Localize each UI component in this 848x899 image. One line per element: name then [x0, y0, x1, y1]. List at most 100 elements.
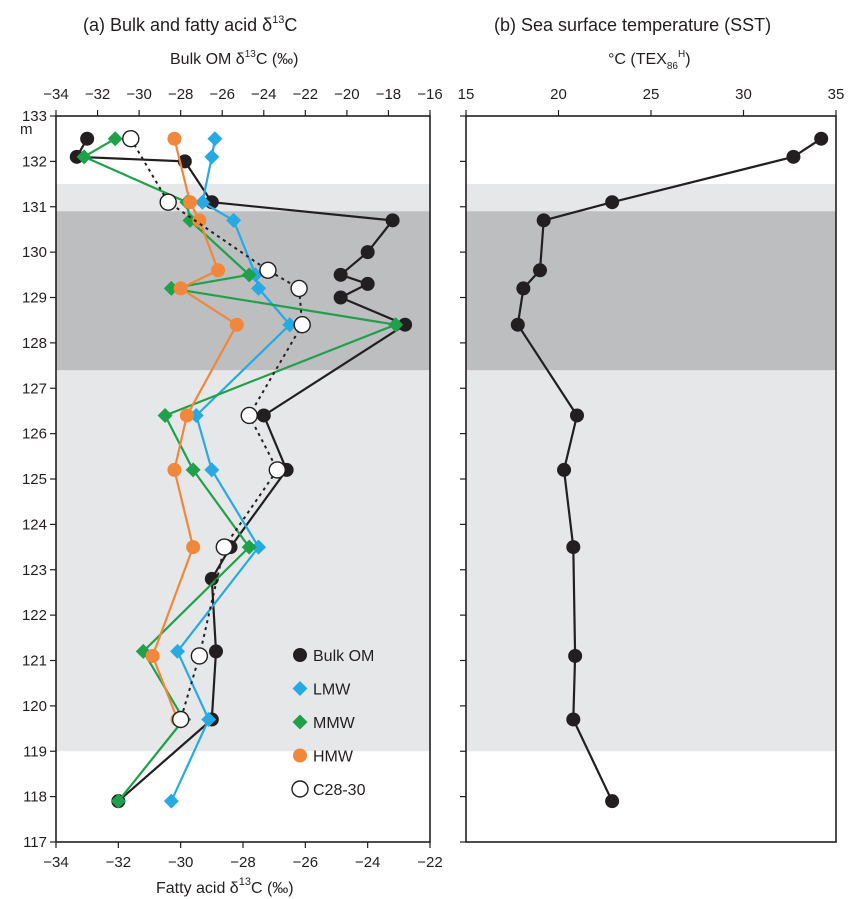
y-tick-label: 126: [22, 426, 47, 443]
point-c28-30: [240, 406, 258, 425]
point-sst: [510, 317, 525, 332]
legend-label: LMW: [313, 682, 351, 699]
legend-label: Bulk OM: [313, 648, 374, 665]
point-bulk-om: [360, 245, 375, 260]
point-mmw: [241, 539, 257, 555]
bottom-tick-label: −30: [168, 854, 193, 871]
legend-label: C28-30: [313, 782, 366, 799]
point-bulk-om: [360, 276, 375, 291]
bottom-tick-label: −34: [43, 854, 68, 871]
point-bulk-om: [208, 644, 223, 659]
point-bulk-om: [333, 267, 348, 282]
dark-shading-band: [56, 211, 430, 371]
point-lmw: [170, 643, 186, 659]
point-hmw: [179, 408, 194, 423]
legend-marker-hmw: [293, 748, 307, 763]
point-bulk-om: [256, 408, 271, 423]
bottom-tick-label: −32: [106, 854, 131, 871]
point-sst: [568, 648, 583, 663]
point-hmw: [173, 281, 188, 296]
y-tick-label: 119: [23, 743, 47, 760]
point-c28-30: [268, 461, 286, 479]
y-tick-label: 131: [22, 199, 47, 216]
y-tick-label: 132: [22, 153, 47, 170]
series-line-c28-30: [129, 138, 304, 720]
point-hmw: [183, 195, 198, 210]
y-tick-label: 122: [22, 607, 47, 624]
panel-a-bottom-axis-title: Fatty acid δ13C (‰): [156, 876, 294, 897]
top-tick-label: 35: [828, 86, 845, 103]
depth-unit-label: m: [20, 121, 33, 138]
y-tick-label: 125: [22, 471, 47, 488]
y-tick-label: 118: [23, 789, 47, 806]
legend-marker-mmw: [292, 714, 308, 730]
point-lmw: [201, 711, 217, 727]
panel-b-top-axis-title: °C (TEX86H): [608, 49, 691, 72]
y-tick-label: 121: [22, 653, 47, 670]
top-tick-label: −26: [209, 86, 234, 103]
bottom-tick-label: −22: [417, 854, 442, 871]
legend-marker-lmw: [292, 681, 308, 696]
point-sst: [605, 195, 620, 210]
point-c28-30: [215, 538, 234, 556]
y-tick-label: 129: [22, 290, 47, 307]
legend-marker-c28-30: [291, 780, 309, 798]
point-hmw: [211, 263, 226, 278]
top-tick-label: 25: [643, 86, 660, 103]
point-lmw: [251, 280, 267, 296]
point-lmw: [163, 793, 179, 809]
top-tick-label: 30: [735, 86, 752, 103]
point-sst: [533, 263, 547, 278]
point-sst: [536, 213, 551, 228]
point-sst: [566, 540, 581, 555]
point-bulk-om: [333, 290, 348, 305]
point-hmw: [167, 131, 182, 146]
point-mmw: [388, 317, 404, 333]
point-lmw: [251, 539, 267, 555]
y-tick-label: 123: [22, 562, 47, 579]
point-c28-30: [259, 261, 277, 279]
point-lmw: [207, 131, 223, 147]
point-mmw: [107, 131, 123, 147]
point-sst: [570, 408, 584, 423]
top-tick-label: −30: [126, 86, 151, 103]
legend-label: MMW: [313, 715, 356, 732]
top-tick-label: −34: [43, 86, 68, 103]
point-c28-30: [293, 316, 311, 334]
point-hmw: [192, 213, 207, 228]
y-tick-label: 130: [22, 244, 47, 261]
point-sst: [516, 281, 531, 296]
y-tick-label: 117: [23, 834, 47, 851]
point-lmw: [194, 194, 210, 210]
point-sst: [566, 712, 581, 727]
point-c28-30: [190, 647, 209, 665]
y-tick-label: 133: [22, 108, 47, 125]
point-hmw: [145, 648, 160, 663]
top-tick-label: −16: [417, 86, 442, 103]
point-lmw: [204, 149, 220, 165]
panel-a-plot: −34 −32 −30 −28 −26 −24 −22 −20 −18 −16−34 −32 −30−…: [22, 86, 443, 871]
point-mmw: [76, 149, 92, 165]
point-bulk-om: [80, 131, 95, 146]
point-mmw: [157, 407, 173, 423]
point-mmw: [110, 793, 126, 809]
point-lmw: [204, 462, 220, 478]
top-tick-label: −18: [376, 86, 401, 103]
top-tick-label: −28: [168, 86, 193, 103]
legend-marker-bulk-om: [293, 648, 307, 662]
point-lmw: [226, 212, 242, 228]
bottom-tick-label: −26: [293, 854, 318, 871]
top-tick-label: 15: [458, 86, 475, 103]
panel-b-plot: 15 20 25 30 35: [458, 86, 845, 843]
panel-b-title: (b) Sea surface temperature (SST): [494, 15, 771, 35]
point-sst: [605, 794, 620, 809]
point-bulk-om: [385, 213, 400, 228]
point-bulk-om: [204, 571, 219, 586]
legend: Bulk OM LMW MMW HMW C28-30: [291, 648, 374, 799]
point-sst: [786, 149, 801, 164]
point-sst: [557, 462, 572, 477]
panel-a-top-axis-title: Bulk OM δ13C (‰): [170, 49, 298, 68]
point-c28-30: [159, 193, 177, 211]
top-tick-label: 20: [550, 86, 567, 103]
y-tick-label: 128: [22, 335, 47, 352]
